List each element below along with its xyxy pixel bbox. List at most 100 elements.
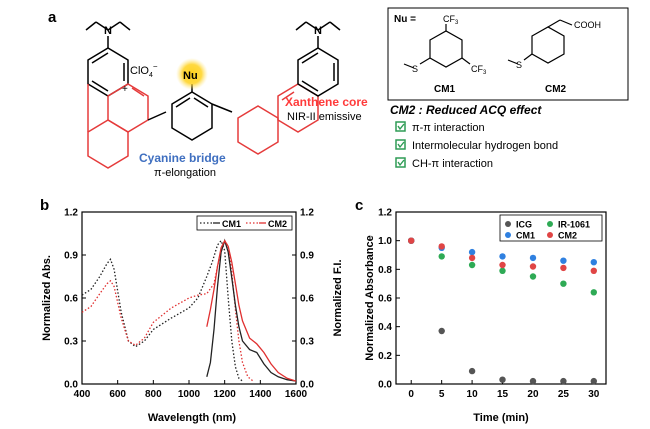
chart-b-y2label: Normalized F.I. (332, 259, 344, 336)
y-tick-label: 0.6 (64, 294, 78, 305)
nu-definition-box (387, 7, 629, 101)
series-cm1-fluorescence (206, 238, 297, 382)
y-tick-label: 0.4 (378, 322, 392, 333)
x-tick-label: 800 (145, 389, 162, 400)
cm1-cf3-bottom: CF3 (471, 64, 487, 76)
point-cm1 (590, 259, 597, 266)
point-cm2 (408, 237, 415, 244)
x-tick-label: 1200 (214, 389, 237, 400)
point-ir-1061 (560, 280, 567, 287)
y-tick-label: 1.2 (64, 208, 78, 219)
legend-label: IR-1061 (558, 220, 590, 230)
oxonium-plus: + (122, 84, 128, 95)
nu-label: Nu (183, 70, 198, 82)
legend-marker (547, 232, 553, 238)
cm1-label: CM1 (434, 84, 456, 95)
x-tick-label: 5 (439, 389, 445, 400)
legend-label: CM1 (516, 231, 535, 241)
checkmark-icon (397, 159, 405, 167)
y2-tick-label: 1.2 (300, 208, 314, 219)
check-icon (395, 157, 406, 168)
cm1-sulfur: S (412, 64, 418, 74)
x-tick-label: 600 (109, 389, 126, 400)
point-cm1 (499, 253, 506, 260)
acq-item-ch-pi: CH-π interaction (412, 158, 493, 170)
right-benzene-ring (297, 47, 339, 97)
x-tick-label: 30 (588, 389, 600, 400)
counterion-label: ClO4− (130, 62, 158, 79)
point-cm1 (468, 248, 476, 256)
cm2-sulfur: S (516, 60, 522, 70)
y2-tick-label: 0.0 (300, 380, 314, 391)
y-tick-label: 1.2 (378, 208, 392, 219)
legend-marker (505, 232, 511, 238)
legend-label: CM2 (558, 231, 577, 241)
central-ring (171, 91, 213, 141)
series-cm1-absorbance (81, 239, 243, 382)
check-icon (395, 139, 406, 150)
chart-c-legend: ICG IR-1061 CM1 CM2 (499, 214, 603, 242)
panel-c-label: c (355, 197, 363, 214)
acq-list: π-π interaction Intermolecular hydrogen … (395, 121, 558, 170)
legend-label: CM2 (268, 219, 287, 229)
y-tick-label: 0.2 (378, 351, 392, 362)
point-ir-1061 (438, 253, 445, 260)
legend-label: CM1 (222, 219, 241, 229)
series-cm2-fluorescence (206, 239, 297, 382)
right-nitrogen: N (314, 25, 322, 37)
chart-c-xlabel: Time (min) (473, 412, 529, 424)
checkmark-icon (397, 123, 405, 131)
left-pyran-ring (107, 83, 149, 133)
stability-scatter-chart: 0 5 10 15 20 25 30 0.0 0.2 0.4 0.6 0.8 1.0 1.2 ICG IR-1… (378, 208, 607, 400)
check-icon (395, 121, 406, 132)
y2-tick-label: 0.9 (300, 251, 314, 262)
cyanine-bridge-title: Cyanine bridge (139, 151, 226, 165)
left-cyclohexene-ring (87, 119, 129, 169)
panel-b-label: b (40, 197, 49, 214)
point-cm1 (529, 254, 537, 262)
point-cm2 (560, 264, 567, 272)
point-cm2 (499, 261, 506, 269)
series-cm2-absorbance (81, 239, 254, 382)
y-tick-label: 0.6 (378, 294, 392, 305)
y-tick-label: 0.0 (378, 380, 392, 391)
x-tick-label: 25 (558, 389, 570, 400)
x-tick-label: 1600 (285, 389, 308, 400)
chart-b-ylabel: Normalized Abs. (41, 255, 53, 341)
y-tick-label: 0.9 (64, 251, 78, 262)
cm2-label: CM2 (545, 84, 567, 95)
point-ir-1061 (529, 273, 537, 280)
point-cm2 (590, 267, 597, 274)
nu-highlight-glow (176, 58, 208, 90)
point-ir-1061 (590, 289, 597, 296)
cm2-substituent-structure (507, 19, 573, 65)
legend-marker (547, 221, 553, 227)
point-cm2 (468, 254, 476, 262)
y-tick-label: 0.0 (64, 380, 78, 391)
right-cyclohexene-ring (237, 105, 279, 155)
chart-b-xlabel: Wavelength (nm) (148, 412, 237, 424)
y2-tick-label: 0.3 (300, 337, 314, 348)
xanthene-core-title: Xanthene core (285, 95, 368, 109)
left-nitrogen: N (104, 25, 112, 37)
x-tick-label: 0 (408, 389, 414, 400)
chemical-structure (85, 21, 341, 169)
y-tick-label: 0.3 (64, 337, 78, 348)
y-tick-label: 0.8 (378, 265, 392, 276)
x-tick-label: 1400 (249, 389, 272, 400)
point-ir-1061 (468, 261, 476, 269)
x-tick-label: 20 (527, 389, 539, 400)
panel-a-label: a (48, 9, 57, 26)
acq-title: CM2 : Reduced ACQ effect (390, 103, 542, 117)
chart-c-ylabel: Normalized Absorbance (364, 235, 376, 361)
point-cm2 (438, 243, 445, 250)
acq-item-hydrogen-bond: Intermolecular hydrogen bond (412, 140, 558, 152)
cm1-substituent-structure (403, 24, 471, 69)
cyanine-bridge-subtitle: π-elongation (154, 167, 216, 179)
x-tick-label: 1000 (178, 389, 201, 400)
chart-b-frame (81, 211, 297, 385)
cm1-cf3-top: CF3 (443, 14, 459, 26)
chart-b-legend: CM1 CM2 (196, 215, 293, 231)
